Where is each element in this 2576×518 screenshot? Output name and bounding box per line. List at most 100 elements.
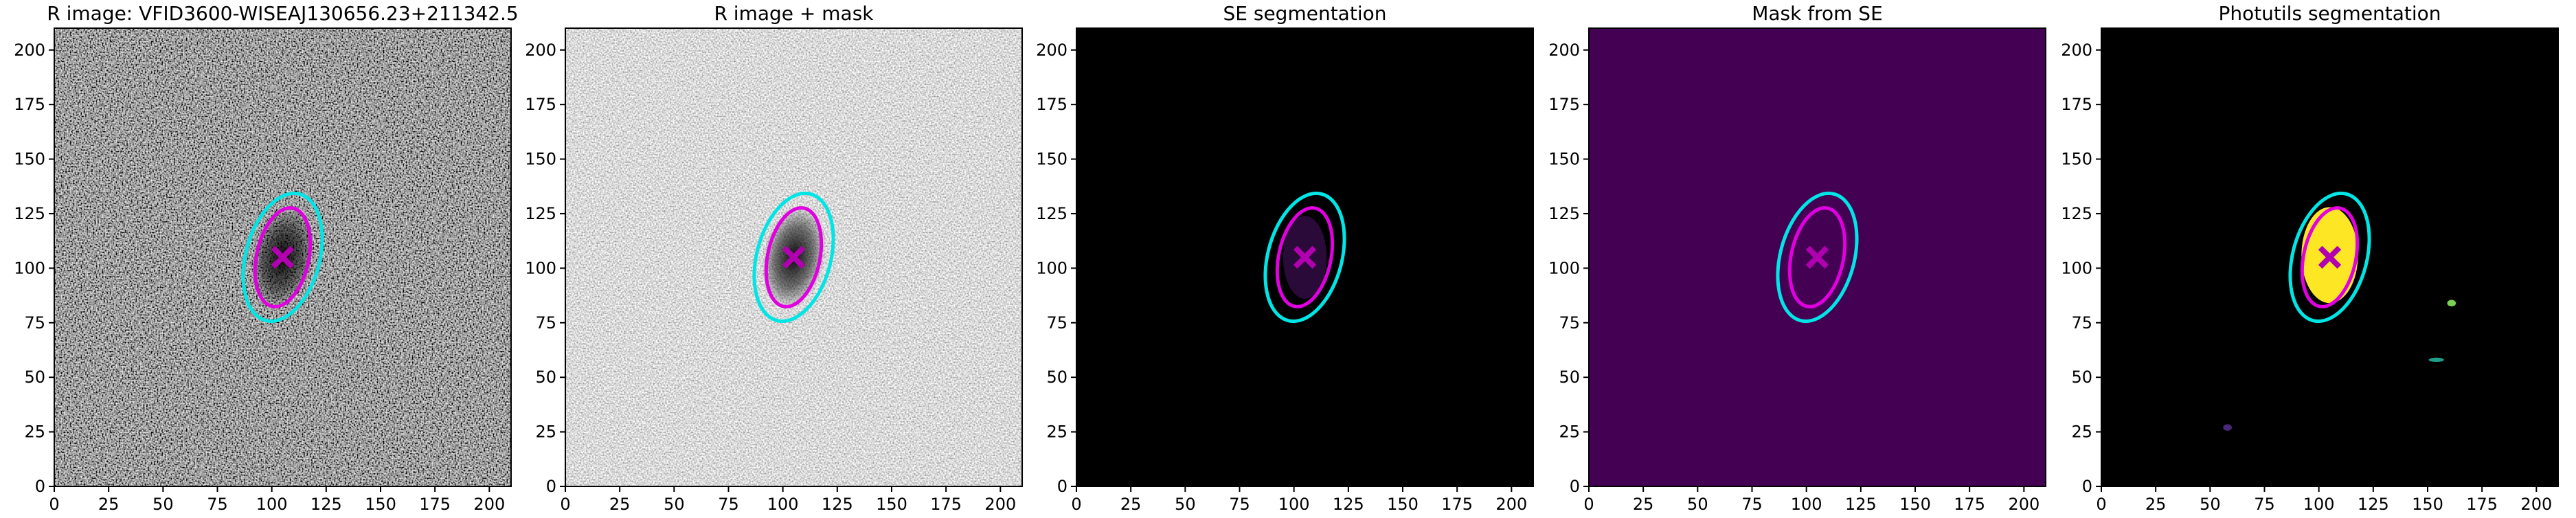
y-tick-label: 125 (1548, 204, 1580, 223)
x-tick-label: 175 (1954, 495, 1985, 514)
y-tick-label: 200 (525, 41, 556, 60)
x-tick-label: 175 (1441, 495, 1473, 514)
center-marker (782, 245, 806, 269)
x-tick-label: 175 (2466, 495, 2498, 514)
x-tick-label: 125 (1845, 495, 1877, 514)
y-tick-label: 50 (24, 368, 45, 387)
panel-title: R image: VFID3600-WISEAJ130656.23+211342… (47, 2, 519, 25)
y-tick-label: 100 (14, 258, 45, 278)
y-tick-label: 0 (1570, 477, 1580, 496)
x-tick-label: 25 (98, 495, 120, 514)
x-tick-label: 200 (1495, 495, 1527, 514)
aperture-ellipse (2288, 191, 2371, 324)
y-tick-label: 0 (2082, 477, 2092, 496)
y-tick-label: 25 (24, 423, 45, 442)
axes-frame (54, 27, 512, 487)
aperture-ellipse (1776, 191, 1859, 324)
panel-title: SE segmentation (1223, 2, 1387, 25)
y-tick-label: 150 (525, 150, 556, 169)
y-tick-label: 0 (35, 477, 45, 496)
y-tick-label: 100 (1548, 258, 1580, 278)
panel: 0 25 50 75 100 125 150 175 200 0 25 50 75 100 125 150 17… (2061, 2, 2559, 514)
y-tick-label: 125 (14, 204, 45, 223)
y-tick-label: 150 (14, 150, 45, 169)
aperture-ellipse (764, 206, 824, 308)
x-tick-label: 100 (256, 495, 288, 514)
x-tick-label: 25 (2145, 495, 2167, 514)
x-tick-label: 100 (1791, 495, 1822, 514)
y-tick-label: 200 (2061, 41, 2092, 60)
x-tick-label: 100 (1278, 495, 1310, 514)
aperture-ellipse (1275, 206, 1335, 308)
x-tick-label: 25 (1633, 495, 1654, 514)
y-tick-label: 25 (1046, 423, 1067, 442)
y-tick-label: 125 (1036, 204, 1067, 223)
x-tick-label: 200 (473, 495, 505, 514)
image-area (54, 28, 511, 486)
y-tick-label: 75 (2071, 313, 2092, 333)
axes-frame (1076, 27, 1534, 487)
y-tick-label: 75 (535, 313, 556, 333)
axes-frame (565, 27, 1023, 487)
segment (2223, 424, 2233, 431)
center-marker (271, 245, 295, 269)
x-tick-label: 125 (2358, 495, 2389, 514)
x-tick-label: 150 (2412, 495, 2443, 514)
y-tick-label: 150 (1548, 150, 1580, 169)
y-tick-label: 200 (1548, 41, 1580, 60)
y-tick-label: 75 (24, 313, 45, 333)
center-marker (1293, 245, 1317, 269)
x-tick-label: 75 (1741, 495, 1763, 514)
y-tick-label: 50 (1046, 368, 1067, 387)
y-tick-label: 100 (1036, 258, 1067, 278)
y-tick-label: 150 (1036, 150, 1067, 169)
panel: 0 25 50 75 100 125 150 175 200 0 25 50 75 100 125 150 17… (1548, 2, 2046, 514)
y-tick-label: 0 (1057, 477, 1067, 496)
image-area (1589, 28, 2046, 486)
image-area (2101, 28, 2558, 486)
y-tick-label: 175 (2061, 95, 2092, 114)
x-tick-label: 150 (1387, 495, 1419, 514)
aperture-ellipse (2300, 206, 2360, 308)
x-tick-label: 75 (1229, 495, 1250, 514)
image-area (1076, 28, 1533, 486)
x-tick-label: 0 (560, 495, 570, 514)
x-tick-label: 0 (49, 495, 59, 514)
panel: 0 25 50 75 100 125 150 175 200 0 25 50 75 100 125 150 17… (14, 2, 519, 514)
x-tick-label: 50 (1687, 495, 1708, 514)
x-tick-label: 75 (2254, 495, 2275, 514)
x-tick-label: 75 (718, 495, 739, 514)
x-tick-label: 50 (2200, 495, 2221, 514)
panel-title: Photutils segmentation (2218, 2, 2441, 25)
y-tick-label: 50 (2071, 368, 2092, 387)
x-tick-label: 0 (1071, 495, 1081, 514)
y-tick-label: 200 (1036, 41, 1067, 60)
image-area (565, 28, 1022, 486)
aperture-ellipse (253, 206, 313, 308)
panel: 0 25 50 75 100 125 150 175 200 0 25 50 75 100 125 150 17… (1036, 2, 1534, 514)
y-tick-label: 175 (1548, 95, 1580, 114)
y-tick-label: 100 (525, 258, 556, 278)
aperture-ellipse (752, 191, 835, 324)
x-tick-label: 25 (1120, 495, 1142, 514)
x-tick-label: 25 (609, 495, 631, 514)
x-tick-label: 125 (1333, 495, 1364, 514)
y-tick-label: 50 (535, 368, 556, 387)
center-marker (1805, 245, 1829, 269)
x-tick-label: 150 (1899, 495, 1931, 514)
y-tick-label: 25 (1559, 423, 1580, 442)
x-tick-label: 200 (2520, 495, 2552, 514)
panel-title: Mask from SE (1752, 2, 1883, 25)
y-tick-label: 175 (525, 95, 556, 114)
x-tick-label: 200 (2008, 495, 2040, 514)
y-tick-label: 200 (14, 41, 45, 60)
x-tick-label: 0 (1583, 495, 1594, 514)
x-tick-label: 200 (984, 495, 1016, 514)
x-tick-label: 50 (152, 495, 174, 514)
y-tick-label: 175 (1036, 95, 1067, 114)
y-tick-label: 125 (2061, 204, 2092, 223)
aperture-ellipse (1263, 191, 1346, 324)
x-tick-label: 100 (767, 495, 799, 514)
y-tick-label: 100 (2061, 258, 2092, 278)
